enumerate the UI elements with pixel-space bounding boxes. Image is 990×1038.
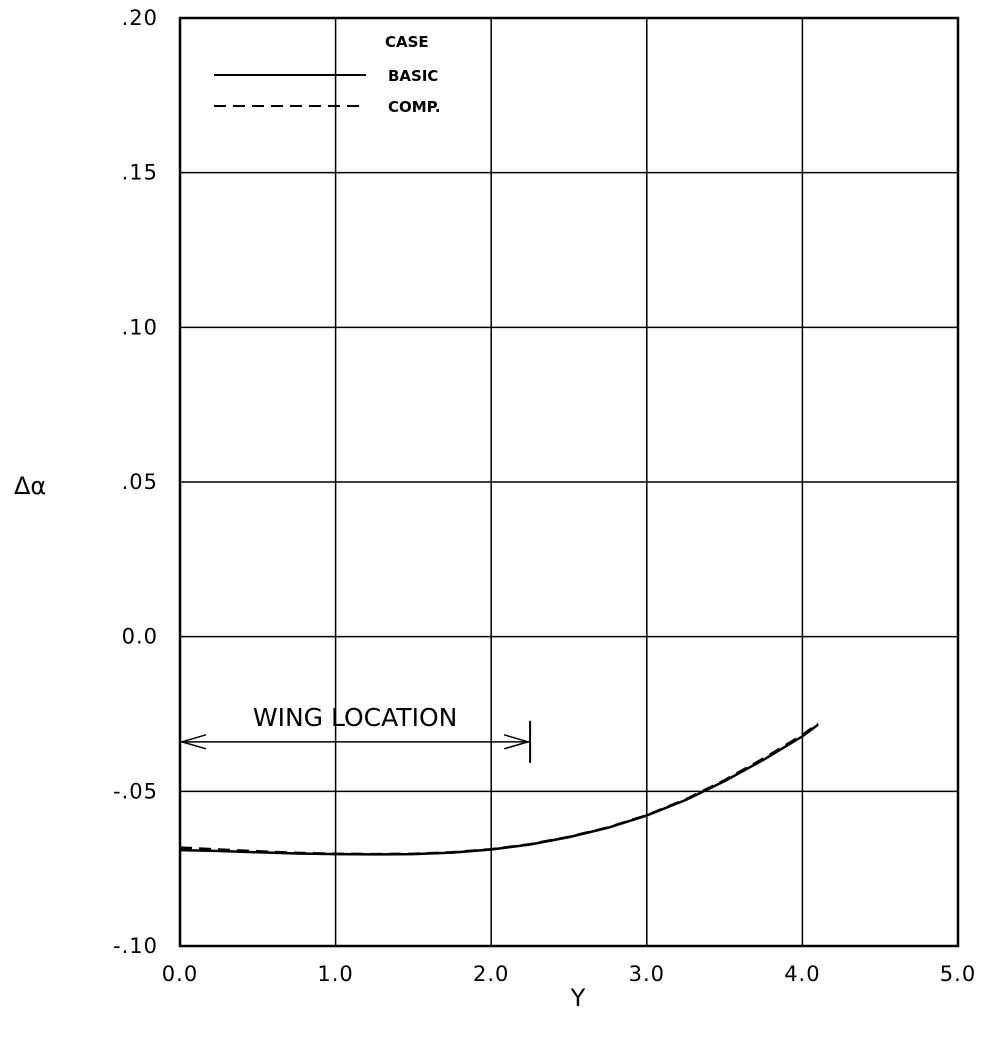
series-line-basic	[179, 723, 819, 856]
grid	[179, 17, 959, 947]
y-tick-label: 0.0	[122, 625, 158, 649]
wing-location-label: WING LOCATION	[253, 703, 457, 732]
series-line-comp	[179, 722, 819, 856]
plot-border	[178, 16, 960, 948]
plot-frame	[178, 16, 960, 948]
arrowhead-right-icon	[503, 734, 531, 750]
x-tick-label: 2.0	[473, 962, 509, 986]
wing-location-annotation: WING LOCATION	[179, 703, 532, 763]
x-tick-label: 1.0	[317, 962, 353, 986]
x-axis-label: Y	[570, 984, 586, 1012]
legend-label-basic: BASIC	[388, 67, 438, 85]
legend: CASE BASIC COMP.	[214, 33, 441, 116]
y-tick-label: -.05	[113, 779, 158, 803]
series-group	[179, 722, 819, 856]
y-tick-label: -.10	[113, 934, 158, 958]
tick-labels: .20.15.10.050.0-.05-.100.0 1.0 2.0 3.0 4.0 5.…	[113, 6, 976, 986]
y-tick-label: .20	[122, 6, 158, 30]
y-tick-label: .10	[122, 315, 158, 339]
x-tick-label: 5.0	[940, 962, 976, 986]
y-tick-label: .05	[122, 470, 158, 494]
x-tick-label: 3.0	[629, 962, 665, 986]
x-tick-label: 0.0	[162, 962, 198, 986]
y-tick-label: .15	[122, 161, 158, 185]
x-tick-label: 4.0	[784, 962, 820, 986]
legend-title: CASE	[385, 33, 429, 51]
arrowhead-left-icon	[179, 734, 207, 750]
legend-label-comp: COMP.	[388, 98, 441, 116]
y-axis-label: Δα	[14, 472, 46, 500]
